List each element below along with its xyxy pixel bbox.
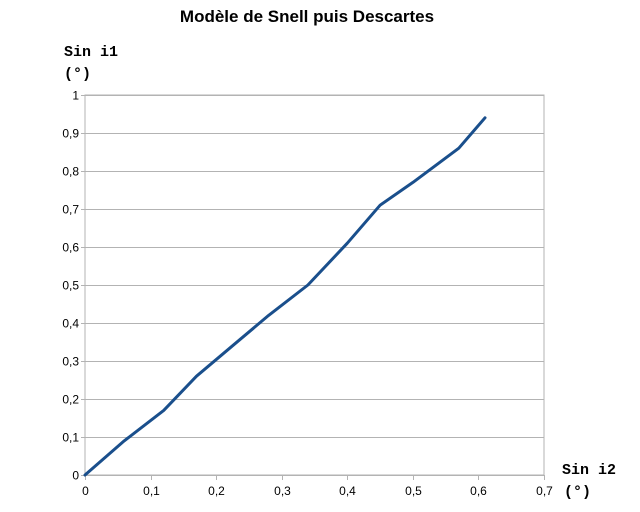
y-tick-label: 0,2	[62, 393, 79, 407]
y-axis-label: Sin i1	[64, 44, 118, 61]
x-tick-label: 0,6	[470, 484, 487, 498]
y-tick-label: 0,5	[62, 279, 79, 293]
y-tick-label: 0,7	[62, 203, 79, 217]
x-tick-label: 0,5	[405, 484, 422, 498]
y-tick-label: 0,1	[62, 431, 79, 445]
chart-title: Modèle de Snell puis Descartes	[180, 7, 434, 26]
x-tick-label: 0,1	[143, 484, 160, 498]
y-tick-label: 0,4	[62, 317, 79, 331]
y-tick-label: 0,3	[62, 355, 79, 369]
y-axis-unit: (°)	[64, 66, 91, 83]
axis-ticks: 0 0,1 0,2 0,3 0,4 0,5 0,6 0,7 0,8 0,9 1 0 0,1 0,2 0,3 0…	[62, 89, 553, 499]
x-tick-label: 0	[82, 484, 89, 498]
x-axis-label: Sin i2	[562, 462, 616, 479]
y-tick-label: 1	[72, 89, 79, 103]
series-layer	[83, 116, 487, 477]
x-axis-unit: (°)	[564, 484, 591, 501]
y-tick-label: 0,6	[62, 241, 79, 255]
series-line	[83, 116, 487, 477]
x-tick-label: 0,7	[536, 484, 553, 498]
y-tick-label: 0,8	[62, 165, 79, 179]
x-tick-label: 0,4	[339, 484, 356, 498]
y-tick-label: 0	[72, 469, 79, 483]
y-tick-label: 0,9	[62, 127, 79, 141]
x-tick-label: 0,3	[274, 484, 291, 498]
x-tick-label: 0,2	[208, 484, 225, 498]
